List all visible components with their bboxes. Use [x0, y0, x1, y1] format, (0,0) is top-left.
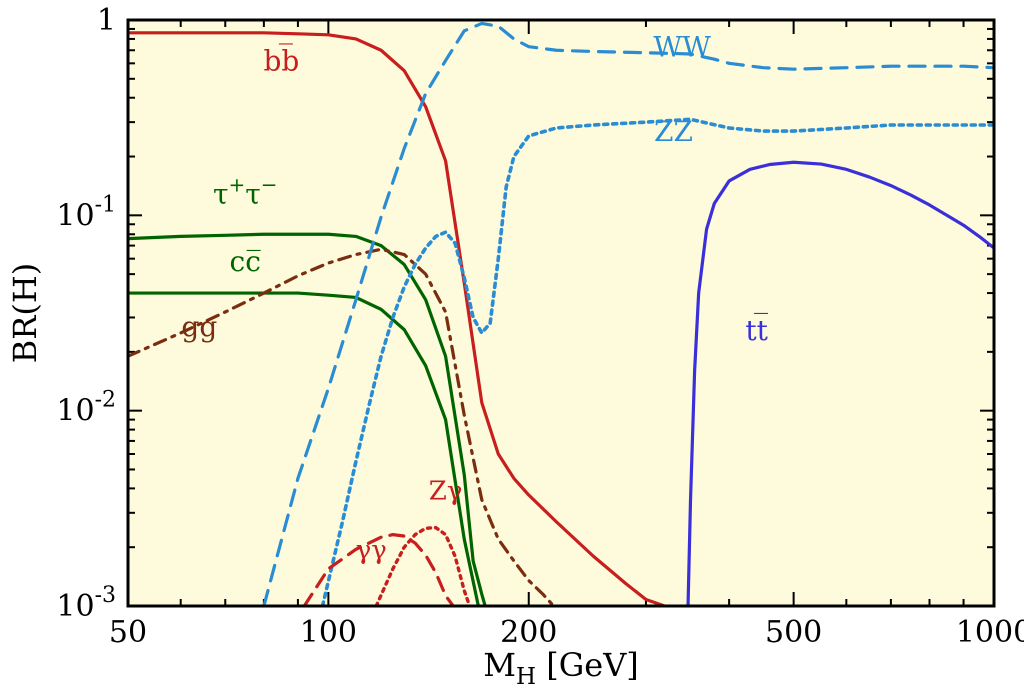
label-cc: cc̅ [230, 245, 261, 278]
y-tick-label: 1 [97, 3, 116, 38]
x-tick-label: 500 [765, 615, 822, 650]
chart-svg: 50100200500100010-310-210-11bb̅τ+τ−cc̅gg… [0, 0, 1024, 688]
x-tick-label: 1000 [956, 615, 1024, 650]
label-ZZ: ZZ [654, 115, 693, 148]
x-tick-label: 50 [109, 615, 147, 650]
label-bb: bb̅ [263, 44, 299, 78]
label-Zgamma: Zγ [429, 477, 463, 507]
label-gammagamma: γγ [356, 536, 387, 566]
y-tick-label: 10-1 [56, 192, 116, 233]
label-gg: gg [181, 310, 217, 343]
x-axis-label: MH [GeV] [483, 646, 639, 688]
y-tick-label: 10-3 [56, 583, 116, 624]
y-tick-label: 10-2 [56, 388, 116, 429]
x-tick-label: 100 [300, 615, 357, 650]
label-WW: WW [653, 31, 711, 64]
plot-background [128, 20, 994, 606]
x-tick-label: 200 [500, 615, 557, 650]
y-axis-label: BR(H) [6, 263, 44, 363]
label-tt: tt̅ [745, 313, 768, 347]
